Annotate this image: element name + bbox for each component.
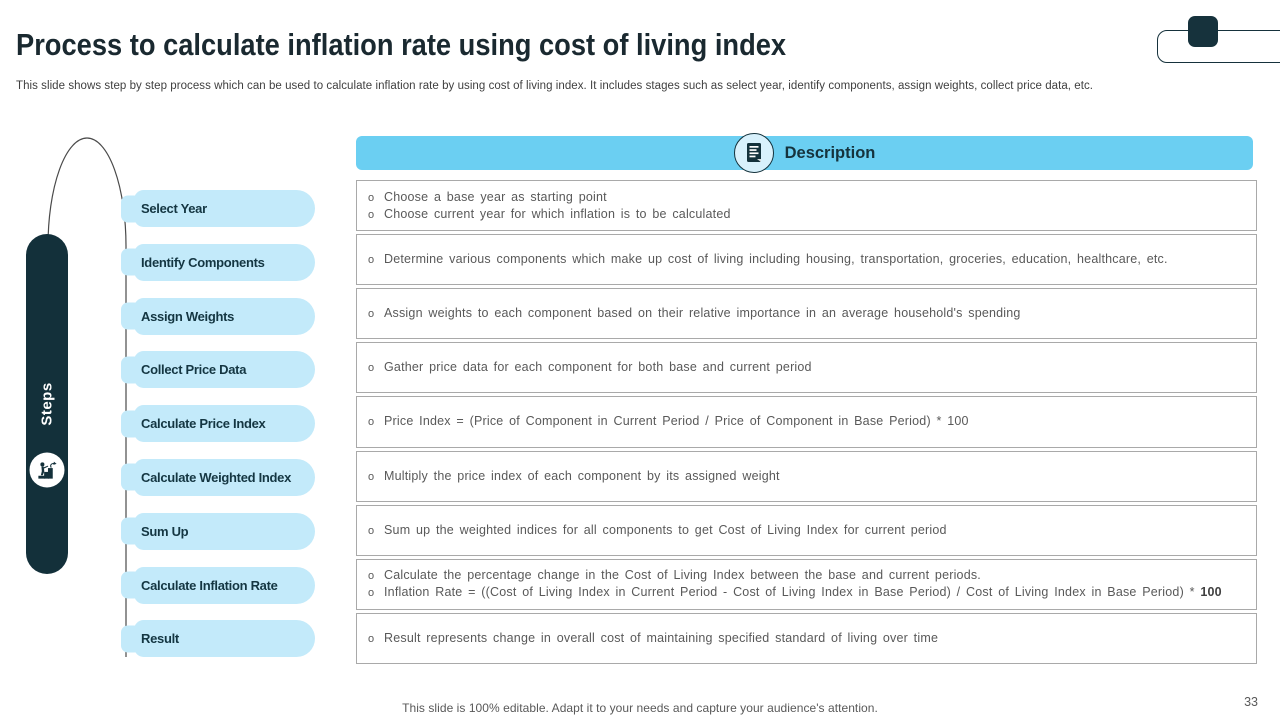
bullet-icon: o	[368, 254, 375, 267]
step-label: Select Year	[141, 201, 207, 216]
description-row-assign-weights: o Assign weights to each component based…	[356, 288, 1257, 340]
step-list: Select Year Identify Components Assign W…	[121, 190, 315, 674]
step-pill-identify-components: Identify Components	[121, 243, 315, 281]
step-label: Identify Components	[141, 254, 265, 270]
pill-notch	[121, 463, 141, 491]
description-row-calculate-inflation-rate: o Calculate the percentage change in the…	[356, 558, 1257, 610]
step-pill-sum-up: Sum Up	[121, 512, 315, 550]
description-row-collect-price-data: o Gather price data for each component f…	[356, 342, 1257, 394]
step-pill-assign-weights: Assign Weights	[121, 297, 315, 335]
bullet-icon: o	[368, 308, 375, 321]
page-title: Process to calculate inflation rate usin…	[16, 27, 787, 62]
pill-notch	[121, 248, 141, 276]
description-header-label: Description	[784, 143, 876, 162]
bold-value: 100	[1200, 585, 1222, 600]
description-text: Calculate the percentage change in the C…	[384, 568, 981, 583]
pill-notch	[121, 356, 141, 384]
description-row-select-year: o Choose a base year as starting point o…	[356, 180, 1257, 232]
description-header: Description	[356, 133, 1253, 173]
description-text: Gather price data for each component for…	[384, 360, 812, 375]
bullet-icon: o	[368, 208, 375, 221]
step-label: Calculate Price Index	[141, 416, 266, 432]
step-pill-calculate-price-index: Calculate Price Index	[121, 405, 315, 443]
document-icon	[733, 133, 774, 173]
step-label: Calculate Inflation Rate	[141, 577, 278, 593]
footer-note: This slide is 100% editable. Adapt it to…	[402, 701, 878, 715]
step-pill-calculate-inflation-rate: Calculate Inflation Rate	[121, 566, 315, 604]
step-pill-calculate-weighted-index: Calculate Weighted Index	[121, 458, 315, 496]
slide-subtitle: This slide shows step by step process wh…	[16, 80, 1094, 92]
description-row-calculate-price-index: o Price Index = (Price of Component in C…	[356, 396, 1257, 448]
step-pill-result: Result	[121, 620, 315, 658]
description-row-calculate-weighted-index: o Multiply the price index of each compo…	[356, 450, 1257, 502]
description-text: Multiply the price index of each compone…	[384, 468, 780, 483]
bullet-icon: o	[368, 632, 375, 645]
step-label: Sum Up	[141, 523, 189, 539]
step-label: Assign Weights	[141, 308, 235, 324]
steps-pill: Steps	[26, 234, 68, 574]
pill-notch	[121, 410, 141, 438]
step-label: Result	[141, 631, 179, 647]
description-text: Choose current year for which inflation …	[384, 206, 731, 221]
pill-notch	[121, 571, 141, 599]
corner-decoration-outline	[1157, 30, 1280, 63]
bullet-icon: o	[368, 191, 375, 204]
bullet-icon: o	[368, 587, 375, 600]
bullet-icon: o	[368, 570, 375, 583]
description-text: Price Index = (Price of Component in Cur…	[384, 414, 969, 429]
corner-decoration-square	[1188, 16, 1218, 47]
pill-notch	[121, 195, 141, 222]
description-text: Determine various components which make …	[384, 252, 1168, 267]
step-pill-collect-price-data: Collect Price Data	[121, 351, 315, 389]
description-row-sum-up: o Sum up the weighted indices for all co…	[356, 504, 1257, 556]
bullet-icon: o	[368, 470, 375, 483]
description-text: Result represents change in overall cost…	[384, 630, 939, 645]
steps-label: Steps	[38, 382, 56, 426]
description-row-result: o Result represents change in overall co…	[356, 612, 1257, 664]
step-pill-select-year: Select Year	[121, 190, 315, 227]
bullet-icon: o	[368, 362, 375, 375]
bullet-icon: o	[368, 416, 375, 429]
description-text: Inflation Rate = ((Cost of Living Index …	[384, 585, 1222, 600]
pill-notch	[121, 517, 141, 545]
description-row-identify-components: o Determine various components which mak…	[356, 234, 1257, 286]
description-table: o Choose a base year as starting point o…	[356, 180, 1257, 664]
description-text: Sum up the weighted indices for all comp…	[384, 522, 947, 537]
pill-notch	[121, 302, 141, 330]
step-label: Calculate Weighted Index	[141, 469, 292, 485]
bullet-icon: o	[368, 524, 375, 537]
step-label: Collect Price Data	[141, 362, 247, 378]
person-climbing-stairs-icon	[29, 452, 65, 488]
description-text: Choose a base year as starting point	[384, 189, 607, 204]
pill-notch	[121, 625, 141, 653]
description-text: Assign weights to each component based o…	[384, 306, 1021, 321]
page-number: 33	[1244, 695, 1258, 709]
